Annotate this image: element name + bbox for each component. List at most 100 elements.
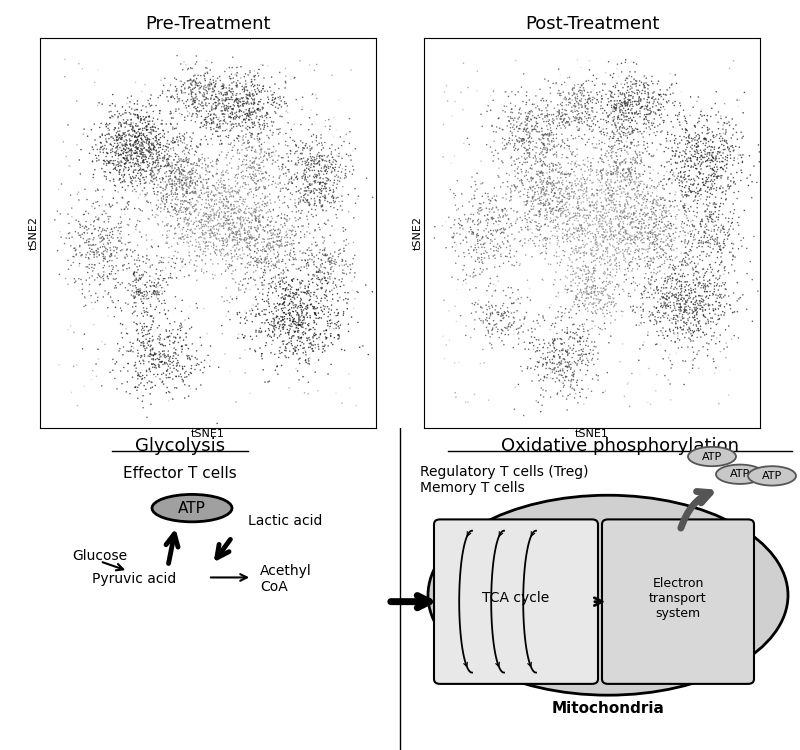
- Point: [314, 281, 327, 293]
- Point: [189, 178, 202, 190]
- Point: [503, 115, 516, 127]
- Point: [601, 226, 614, 238]
- Point: [726, 259, 738, 271]
- Point: [258, 160, 270, 172]
- Point: [185, 172, 198, 184]
- Point: [115, 232, 128, 244]
- Point: [132, 124, 145, 136]
- Point: [148, 238, 161, 250]
- Point: [182, 240, 195, 252]
- Point: [684, 152, 697, 164]
- Point: [307, 259, 320, 271]
- Point: [520, 86, 533, 98]
- Point: [297, 346, 310, 358]
- Point: [175, 80, 188, 92]
- Point: [224, 100, 237, 112]
- Point: [160, 357, 173, 369]
- Point: [231, 144, 244, 156]
- Point: [589, 244, 602, 256]
- Point: [270, 322, 282, 334]
- Point: [222, 173, 235, 185]
- Point: [304, 148, 317, 160]
- Point: [682, 160, 694, 172]
- Point: [182, 218, 195, 230]
- Point: [702, 181, 714, 193]
- Point: [313, 154, 326, 166]
- Point: [604, 233, 617, 245]
- Point: [239, 97, 252, 109]
- Point: [702, 280, 714, 292]
- Point: [319, 115, 332, 127]
- Point: [650, 268, 662, 280]
- Point: [276, 162, 289, 174]
- Point: [228, 100, 241, 112]
- Point: [336, 152, 349, 164]
- Point: [178, 101, 190, 113]
- Point: [132, 130, 145, 142]
- Point: [302, 160, 315, 172]
- Point: [487, 212, 500, 224]
- Point: [687, 234, 700, 246]
- Point: [189, 182, 202, 194]
- Point: [239, 268, 252, 280]
- Point: [710, 272, 722, 284]
- Point: [182, 214, 194, 226]
- Point: [133, 130, 146, 142]
- Point: [726, 159, 739, 171]
- Point: [80, 236, 93, 248]
- Point: [595, 173, 608, 185]
- Point: [98, 338, 111, 350]
- Point: [217, 220, 230, 232]
- Point: [110, 134, 123, 146]
- Point: [634, 210, 646, 222]
- Point: [158, 176, 171, 188]
- Point: [547, 364, 560, 376]
- Point: [74, 231, 87, 243]
- Point: [231, 100, 244, 112]
- Point: [579, 153, 592, 165]
- Point: [694, 254, 706, 266]
- Point: [278, 209, 291, 220]
- Point: [112, 110, 125, 122]
- Point: [272, 192, 285, 204]
- Point: [518, 199, 531, 211]
- Point: [619, 130, 632, 142]
- Point: [253, 162, 266, 174]
- Point: [547, 207, 560, 219]
- Point: [509, 170, 522, 182]
- Point: [561, 404, 574, 416]
- Point: [267, 272, 280, 284]
- Point: [275, 152, 288, 164]
- Point: [315, 144, 328, 156]
- Point: [158, 72, 171, 84]
- Point: [176, 231, 189, 243]
- Point: [532, 110, 545, 122]
- Point: [679, 112, 692, 125]
- Point: [598, 149, 611, 161]
- Point: [668, 264, 681, 276]
- Point: [112, 149, 125, 161]
- Point: [629, 253, 642, 265]
- Point: [324, 314, 337, 326]
- Point: [482, 326, 495, 338]
- Point: [646, 237, 659, 249]
- Point: [86, 141, 98, 153]
- Point: [624, 80, 637, 92]
- Point: [82, 239, 95, 251]
- Point: [222, 236, 234, 248]
- Point: [706, 163, 718, 175]
- Point: [166, 136, 179, 148]
- Point: [170, 370, 182, 382]
- Point: [717, 305, 730, 317]
- Point: [177, 172, 190, 184]
- Point: [137, 136, 150, 148]
- Point: [476, 266, 489, 278]
- Point: [161, 232, 174, 244]
- Point: [491, 224, 504, 236]
- Point: [671, 295, 684, 307]
- Point: [520, 90, 533, 102]
- Point: [140, 123, 153, 135]
- Point: [153, 362, 166, 374]
- Point: [632, 168, 645, 180]
- Point: [95, 236, 108, 248]
